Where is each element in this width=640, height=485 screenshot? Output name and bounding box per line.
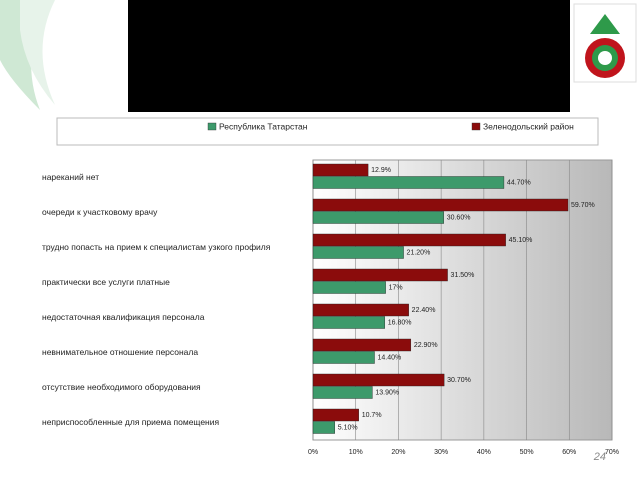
bar <box>312 373 445 387</box>
value-label: 10.7% <box>362 412 382 419</box>
logo <box>573 3 637 83</box>
bar <box>312 268 448 282</box>
legend <box>56 117 599 146</box>
value-label: 13.90% <box>375 389 399 396</box>
bar <box>312 163 369 177</box>
legend-swatch <box>471 122 481 131</box>
bar <box>312 338 412 352</box>
value-label: 5.10% <box>338 424 358 431</box>
value-label: 44.70% <box>507 179 531 186</box>
x-tick-label: 70% <box>605 449 619 456</box>
x-tick-label: 30% <box>434 449 448 456</box>
bar <box>312 211 444 224</box>
value-label: 14.40% <box>378 354 402 361</box>
value-label: 31.50% <box>451 272 475 279</box>
x-tick-label: 50% <box>520 449 534 456</box>
legend-label: Зеленодольский район <box>483 121 574 131</box>
category-label: неприспособленные для приема помещения <box>42 417 220 427</box>
category-label: нареканий нет <box>42 172 99 182</box>
category-label: трудно попасть на прием к специалистам у… <box>42 242 271 252</box>
category-label: практически все услуги платные <box>42 277 170 287</box>
value-label: 12.9% <box>371 167 391 174</box>
value-label: 30.70% <box>447 377 471 384</box>
value-label: 59.70% <box>571 202 595 209</box>
x-tick-label: 20% <box>391 449 405 456</box>
value-label: 16.80% <box>388 319 412 326</box>
bar <box>312 421 335 434</box>
bar <box>312 233 506 247</box>
bar <box>312 408 359 422</box>
bar <box>312 316 385 329</box>
legend-label: Республика Татарстан <box>219 121 308 131</box>
x-tick-label: 40% <box>477 449 491 456</box>
x-tick-label: 0% <box>308 449 318 456</box>
x-tick-label: 10% <box>349 449 363 456</box>
bar <box>312 303 409 317</box>
category-label: очереди к участковому врачу <box>42 207 158 217</box>
bar <box>312 246 404 259</box>
value-label: 30.60% <box>447 214 471 221</box>
value-label: 22.90% <box>414 342 438 349</box>
value-label: 45.10% <box>509 237 533 244</box>
bar <box>312 176 505 189</box>
category-label: недостаточная квалификация персонала <box>42 312 205 322</box>
value-label: 21.20% <box>407 249 431 256</box>
bar <box>312 386 373 399</box>
legend-swatch <box>207 122 217 131</box>
bar <box>312 351 375 364</box>
category-label: отсутствие необходимого оборудования <box>42 382 201 392</box>
decor-swoosh <box>20 0 55 105</box>
value-label: 17% <box>389 284 403 291</box>
category-label: невнимательное отношение персонала <box>42 347 198 357</box>
title-block <box>128 0 570 112</box>
page-number: 24 <box>593 451 606 463</box>
bar <box>312 198 569 212</box>
value-label: 22.40% <box>412 307 436 314</box>
bar <box>312 281 386 294</box>
x-tick-label: 60% <box>562 449 576 456</box>
